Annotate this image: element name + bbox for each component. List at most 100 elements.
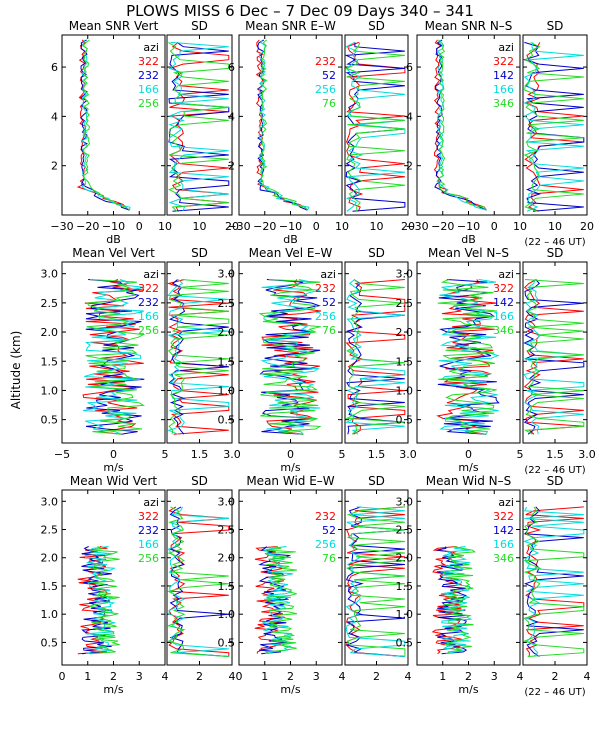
time-range-note: (22 – 46 UT) [524,237,585,248]
y-tick-label: 1.5 [41,580,59,593]
series-76 [259,39,309,211]
x-tick-label: 0 [313,220,320,233]
x-tick-label: −30 [405,220,428,233]
legend-header: azi [320,268,336,281]
y-tick-label: 1.5 [41,355,59,368]
series-undefined [523,506,585,657]
series-undefined [523,41,584,212]
series-346 [443,546,477,654]
legend-entry: 166 [138,83,159,96]
y-tick-label: 1.5 [396,355,414,368]
y-tick-label: 1.0 [41,384,59,397]
series-256 [85,279,146,435]
legend-entry: 322 [493,282,514,295]
x-tick-label: 1.5 [368,448,386,461]
x-tick-label: 1 [439,670,446,683]
series-256 [89,546,120,655]
legend-entry: 256 [138,552,159,565]
y-tick-label: 1.0 [218,384,236,397]
y-tick-label: 6 [406,61,413,74]
series-undefined [523,279,585,435]
y-tick-label: 2.0 [396,326,414,339]
x-tick-label: 2 [196,670,203,683]
x-tick-label: 4 [517,670,524,683]
y-tick-label: 3.0 [218,495,236,508]
series-256 [262,546,294,655]
x-unit-label: dB [461,233,476,246]
panel-snr-vert-sd: SD 10 20 [166,19,239,233]
x-tick-label: 3.0 [399,448,417,461]
y-tick-label: 2.5 [396,524,414,537]
x-unit-label: dB [283,233,298,246]
legend-entry: 76 [322,324,336,337]
series-undefined [346,279,405,435]
x-tick-label: 2 [287,670,294,683]
y-tick-label: 1.5 [218,355,236,368]
y-tick-label: 0.5 [396,414,414,427]
x-tick-label: 0 [136,220,143,233]
x-tick-label: 4 [405,670,412,683]
legend-entry: 256 [315,83,336,96]
legend-entry: 346 [493,97,514,110]
legend-header: azi [498,41,514,54]
legend-entry: 232 [138,524,159,537]
legend-entry: 52 [322,69,336,82]
series-142 [436,546,468,655]
panel-title: Mean Wid E–W [246,474,334,488]
x-tick-label: 1.5 [191,448,209,461]
x-tick-label: 2 [465,670,472,683]
y-tick-label: 1.0 [41,608,59,621]
x-unit-label: m/s [103,461,123,474]
x-tick-label: 0 [287,448,294,461]
x-tick-label: 10 [513,220,527,233]
x-tick-label: 5 [517,448,524,461]
x-tick-label: 0 [491,220,498,233]
series-undefined [345,506,405,657]
x-tick-label: −30 [50,220,73,233]
series-166 [82,279,145,435]
x-tick-label: −30 [227,220,250,233]
x-tick-label: 0 [110,448,117,461]
legend-entry: 232 [315,55,336,68]
x-tick-label: 4 [162,670,169,683]
y-tick-label: 2.0 [41,326,59,339]
x-tick-label: 0 [236,670,243,683]
panel-title: Mean Vel N–S [428,246,509,260]
series-undefined [344,279,406,435]
series-346 [437,279,498,435]
figure-title: PLOWS MISS 6 Dec – 7 Dec 09 Days 340 – 3… [126,2,474,20]
y-tick-label: 3.0 [41,495,59,508]
x-tick-label: 10 [158,220,172,233]
panel-wid-ns-sd: SD 2 4 [522,474,591,683]
y-tick-label: 6 [228,61,235,74]
x-unit-label: dB [106,233,121,246]
x-tick-label: 0 [465,448,472,461]
series-undefined [522,506,585,657]
x-tick-label: −10 [279,220,302,233]
series-undefined [166,506,229,657]
series-undefined [523,42,584,212]
legend-entry: 166 [138,538,159,551]
y-tick-label: 2.0 [218,552,236,565]
y-tick-label: 6 [51,61,58,74]
panel-vel-ns: Mean Vel N–S 0.5 1.0 1.5 2.0 2.5 3.0 0 5 m/s azi32… [396,246,524,474]
legend-entry: 166 [493,538,514,551]
legend-header: azi [498,496,514,509]
x-tick-label: 10 [193,220,207,233]
y-tick-label: 3.0 [396,268,414,281]
series-232 [79,39,130,211]
series-166 [84,546,117,655]
y-tick-label: 2 [51,160,58,173]
panel-wid-ns: Mean Wid N–S 0.5 1.0 1.5 2.0 2.5 3.0 1 2 3 4 m/s azi… [396,474,524,696]
series-undefined [167,279,230,435]
x-tick-label: −20 [76,220,99,233]
legend-header: azi [143,496,159,509]
panel-vel-vert: Mean Vel Vert 0.5 1.0 1.5 2.0 2.5 3.0 −5 0 5 m/s az… [41,246,169,474]
panel-snr-ns-sd: SD 10 20 [522,19,594,233]
x-tick-label: 20 [225,220,239,233]
panel-vel-ew: Mean Vel E–W 0.5 1.0 1.5 2.0 2.5 3.0 0 5 m/s azi23… [218,246,346,474]
x-tick-label: 3.0 [578,448,596,461]
panel-title: SD [547,246,564,260]
x-tick-label: 10 [548,220,562,233]
